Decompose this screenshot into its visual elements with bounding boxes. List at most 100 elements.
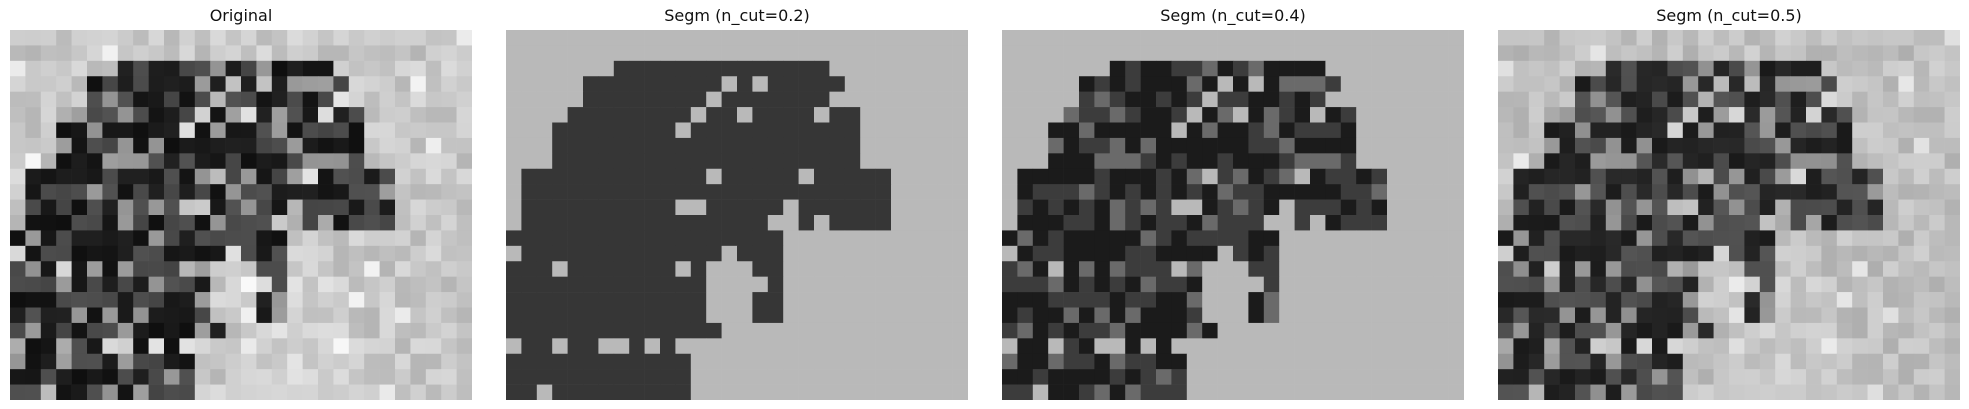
pixel [1202,199,1218,216]
pixel [117,76,134,92]
pixel [1217,353,1234,370]
pixel [952,245,968,262]
pixel [1575,199,1591,216]
pixel [1713,230,1730,247]
pixel [1387,384,1403,400]
pixel [333,369,350,385]
pixel [1944,322,1960,339]
pixel [629,184,645,200]
pixel [1944,215,1960,231]
pixel [1202,245,1218,262]
pixel [860,184,876,200]
pixel [1387,276,1403,293]
pixel [1325,76,1342,92]
pixel [164,230,180,247]
pixel [675,353,692,370]
pixel [1698,245,1714,262]
pixel [1636,338,1653,355]
pixel [1682,107,1699,123]
pixel [583,384,599,400]
pixel [1402,122,1419,139]
pixel [1340,122,1357,139]
pixel [567,338,584,355]
pixel [333,215,350,231]
pixel [1559,137,1576,154]
pixel [1310,199,1326,216]
pixel [302,261,319,277]
pixel [1821,122,1838,139]
pixel [860,45,876,62]
pixel [1759,369,1776,385]
pixel [210,45,226,62]
pixel [117,261,134,277]
pixel [1186,322,1203,339]
pixel [1310,76,1326,92]
pixel [1682,369,1699,385]
pixel [256,307,273,324]
pixel [241,215,257,231]
pixel [87,353,103,370]
pixel [1852,230,1868,247]
pixel [1621,215,1637,231]
pixel [752,292,769,308]
pixel [71,107,88,123]
pixel [1079,369,1095,385]
pixel [1836,122,1853,139]
pixel [1109,338,1126,355]
pixel [1559,184,1576,200]
pixel [302,184,319,200]
pixel [1944,107,1960,123]
pixel [829,322,846,339]
pixel [952,292,968,308]
pixel [1636,307,1653,324]
pixel [1156,30,1172,46]
pixel [1929,30,1945,46]
pixel [25,184,42,200]
pixel [767,369,784,385]
pixel [225,245,242,262]
pixel [1294,384,1311,400]
pixel [1079,215,1095,231]
pixel [102,122,119,139]
pixel [844,91,861,108]
pixel [906,168,923,185]
pixel [1544,91,1560,108]
pixel [552,338,568,355]
pixel [706,45,722,62]
pixel [1652,91,1668,108]
pixel [1325,276,1342,293]
pixel [706,76,722,92]
pixel [1202,369,1218,385]
pixel [379,107,396,123]
pixel [1156,91,1172,108]
pixel [860,307,876,324]
pixel [1667,30,1684,46]
pixel [1356,261,1372,277]
pixel [860,261,876,277]
pixel [364,30,380,46]
pixel [1202,338,1218,355]
pixel [1636,60,1653,77]
pixel [937,292,953,308]
pixel [783,137,799,154]
pixel [333,276,350,293]
pixel [1498,184,1514,200]
pixel [425,30,442,46]
pixel [844,384,861,400]
pixel [1063,322,1080,339]
pixel [1356,199,1372,216]
pixel [737,338,753,355]
pixel [318,215,334,231]
pixel [56,338,72,355]
pixel [536,137,553,154]
pixel [1913,353,1930,370]
pixel [271,261,288,277]
pixel [1759,91,1776,108]
pixel [1094,30,1111,46]
pixel [783,230,799,247]
pixel [1759,168,1776,185]
pixel [1652,153,1668,170]
pixel [629,369,645,385]
pixel [1017,369,1034,385]
pixel [164,137,180,154]
